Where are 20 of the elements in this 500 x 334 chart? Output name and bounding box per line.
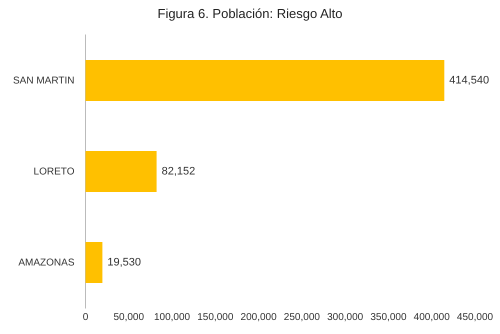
x-tick-label: 50,000 [113, 312, 144, 323]
y-tick-label: LORETO [34, 166, 75, 178]
x-tick-label: 100,000 [154, 312, 191, 323]
bar [85, 242, 102, 283]
y-tick-label: AMAZONAS [18, 257, 75, 268]
x-tick-label: 300,000 [327, 312, 364, 323]
data-label: 19,530 [107, 256, 142, 269]
x-tick-label: 450,000 [456, 312, 494, 323]
bar [85, 151, 157, 192]
x-tick-label: 250,000 [284, 312, 320, 323]
chart-title: Figura 6. Población: Riesgo Alto [156, 6, 344, 21]
bar [85, 60, 444, 101]
data-label: 82,152 [162, 166, 196, 178]
x-tick-label: 350,000 [370, 312, 407, 323]
x-tick-label: 400,000 [414, 312, 450, 323]
x-tick-label: 200,000 [240, 312, 278, 323]
x-tick-label: 150,000 [197, 312, 234, 323]
x-tick-label: 0 [82, 312, 89, 323]
y-tick-label: SAN MARTIN [12, 75, 74, 86]
data-label: 414,540 [449, 74, 490, 87]
